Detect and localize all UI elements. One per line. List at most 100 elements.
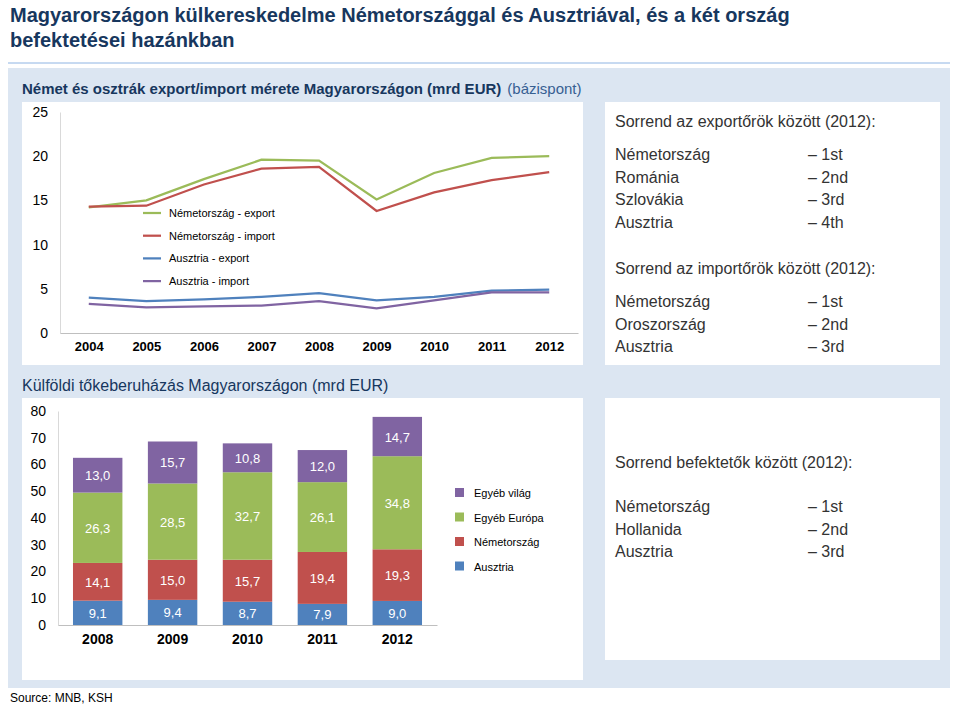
slide: Magyarországon külkereskedelme Németorsz…: [0, 0, 959, 707]
ranking-rank: – 1st: [808, 293, 843, 310]
ranking-rank: – 4th: [808, 214, 844, 231]
tick: 2011: [478, 333, 506, 354]
legend-label: Ausztria - export: [169, 252, 249, 264]
legend-swatch: [455, 488, 464, 497]
data-label: 14,1: [85, 575, 110, 590]
tick-label: 15: [32, 192, 48, 208]
data-label: 10,8: [235, 451, 260, 466]
bar-chart: Külföldi tőkeberuházás Magyarországon (m…: [22, 377, 545, 647]
ranking-rank: – 2nd: [808, 316, 848, 333]
tick-label: 2012: [382, 631, 413, 647]
page: Magyarországon külkereskedelme Németorsz…: [0, 0, 959, 707]
axis-line: [60, 113, 61, 334]
tick-label: 2011: [307, 631, 338, 647]
legend-label: Németország: [474, 536, 539, 548]
ranking-rank: – 3rd: [808, 543, 844, 560]
tick-label: 2012: [535, 339, 564, 354]
bar-segment: [373, 601, 422, 625]
tick-label: 2008: [82, 631, 113, 647]
y-axis: 01020304050607080: [30, 403, 58, 633]
legend-label: Egyéb világ: [474, 487, 531, 499]
data-label: 19,3: [385, 568, 410, 583]
series-line: [89, 292, 549, 308]
title-rule: [8, 63, 950, 64]
bar-segment: [148, 483, 197, 559]
ranking-country: Ausztria: [615, 338, 673, 355]
tick: 0: [40, 325, 60, 341]
legend-label: Németország - export: [169, 207, 275, 219]
bar-segment: [223, 560, 272, 602]
tick: 20: [30, 563, 58, 579]
ranking-country: Oroszország: [615, 316, 706, 333]
bar-segment: [73, 493, 122, 563]
bar-segment: [298, 604, 347, 625]
tick-label: 0: [38, 617, 46, 633]
tick-label: 60: [30, 456, 46, 472]
bar-segment: [298, 552, 347, 604]
tick-label: 25: [32, 104, 48, 120]
chart-box: [605, 398, 940, 660]
chart-subtitle: (bázispont): [507, 80, 581, 97]
data-label: 32,7: [235, 509, 260, 524]
x-axis: 200420052006200720082009201020112012: [61, 333, 579, 354]
tick: 10: [30, 590, 58, 606]
tick: 2010: [232, 625, 263, 647]
tick-label: 2005: [132, 339, 161, 354]
tick: 80: [30, 403, 58, 419]
slide-title: Magyarországon külkereskedelme Németorsz…: [10, 4, 790, 26]
tick-label: 20: [30, 563, 46, 579]
ranking-country: Románia: [615, 169, 679, 186]
ranking-country: Ausztria: [615, 543, 673, 560]
tick-label: 5: [40, 281, 48, 297]
ranking-country: Hollanida: [615, 521, 682, 538]
tick: 2011: [307, 625, 338, 647]
legend-swatch: [143, 280, 161, 282]
tick: 60: [30, 456, 58, 472]
tick: 2010: [420, 333, 449, 354]
bar-segment: [148, 441, 197, 483]
data-label: 12,0: [310, 459, 335, 474]
tick: 40: [30, 510, 58, 526]
tick-label: 40: [30, 510, 46, 526]
legend: Németország - export Németország - import…: [143, 207, 275, 287]
tick: 2008: [82, 625, 113, 647]
legend-swatch: [455, 562, 464, 571]
tick-label: 2006: [190, 339, 219, 354]
plot-area: [89, 156, 549, 308]
tick-label: 2009: [363, 339, 392, 354]
tick: 2012: [382, 625, 413, 647]
bar-segment: [373, 549, 422, 601]
legend: Egyéb világEgyéb EurópaNémetországAusztr…: [455, 487, 545, 573]
bar-segment: [298, 482, 347, 552]
legend-label: Németország - import: [169, 230, 275, 242]
data-label: 15,7: [160, 455, 185, 470]
tick: 30: [30, 537, 58, 553]
tick-label: 2010: [232, 631, 263, 647]
data-label: 9,4: [164, 605, 182, 620]
ranking-country: Németország: [615, 293, 710, 310]
data-label: 19,4: [310, 571, 335, 586]
ranking-title: Sorrend az exportőrök között (2012):: [615, 113, 876, 130]
tick-label: 10: [30, 590, 46, 606]
tick: 2007: [247, 333, 276, 354]
chart-box: [22, 398, 583, 680]
x-axis: 20082009201020112012: [59, 625, 438, 647]
data-label: 14,7: [385, 430, 410, 445]
tick: 25: [32, 104, 60, 120]
tick-label: 70: [30, 430, 46, 446]
data-label: 9,0: [388, 606, 406, 621]
data-label: 7,9: [313, 607, 331, 622]
legend-label: Egyéb Európa: [474, 512, 545, 524]
bar-segment: [223, 443, 272, 472]
tick: 2008: [305, 333, 334, 354]
ranking-country: Ausztria: [615, 214, 673, 231]
y-axis: 0510152025: [32, 104, 60, 341]
bar-segment: [373, 456, 422, 549]
bar-segment: [148, 600, 197, 625]
ranking-title: Sorrend befektetők között (2012):: [615, 454, 852, 471]
data-label: 34,8: [385, 496, 410, 511]
ranking-rank: – 2nd: [808, 169, 848, 186]
axis-line: [58, 412, 59, 626]
bar-segment: [298, 450, 347, 482]
data-label: 13,0: [85, 468, 110, 483]
